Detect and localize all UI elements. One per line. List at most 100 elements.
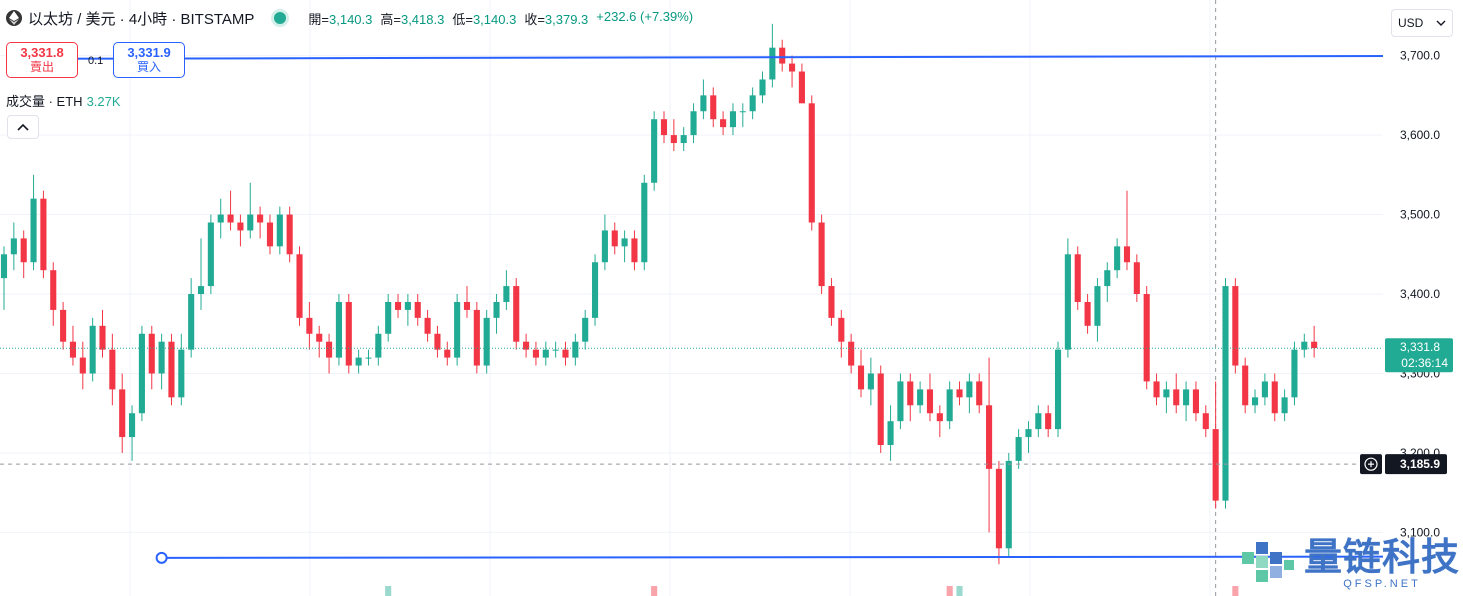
candle-body <box>720 119 727 128</box>
candle-body <box>1271 381 1278 414</box>
candle-body <box>729 111 737 128</box>
candle-body <box>1123 246 1131 263</box>
sell-price: 3,331.8 <box>20 45 64 60</box>
candle-body <box>1035 413 1042 430</box>
candle-body <box>493 301 500 318</box>
symbol-title[interactable]: 以太坊 / 美元 · 4小時 · BITSTAMP <box>28 10 255 28</box>
candle-body <box>710 95 717 120</box>
candle-body <box>483 317 490 366</box>
collapse-legend-button[interactable] <box>7 115 39 139</box>
candle-body <box>1064 254 1071 350</box>
crosshair-price-label: 3,185.9 <box>1400 457 1440 471</box>
candle-body <box>779 47 786 64</box>
watermark-site: QFSP.NET <box>1343 578 1421 590</box>
candle-body <box>966 381 973 398</box>
countdown-label: 02:36:14 <box>1401 356 1448 370</box>
candle-body <box>562 349 569 358</box>
price-axis[interactable]: 3,100.03,200.03,300.03,400.03,500.03,600… <box>1360 0 1463 596</box>
candle-body <box>818 222 825 287</box>
candle-body <box>385 301 392 334</box>
add-alert-button[interactable] <box>1360 454 1382 475</box>
candle-body <box>503 286 510 302</box>
candle-body <box>857 365 865 390</box>
close-label: 收= <box>524 11 545 27</box>
trendline <box>161 555 1463 559</box>
candle-body <box>897 381 904 422</box>
candle-body <box>444 349 451 358</box>
candle-body <box>769 47 776 80</box>
candle-body <box>572 341 579 358</box>
candle-body <box>1133 262 1140 295</box>
candle-body <box>375 333 382 358</box>
candle-body <box>316 333 323 342</box>
candle-body <box>424 317 431 334</box>
candle-body <box>1202 413 1209 430</box>
price-tick-label: 3,600.0 <box>1400 128 1440 142</box>
candle-body <box>1153 381 1160 398</box>
candle-body <box>1114 246 1121 271</box>
candle-body <box>749 95 756 112</box>
volume-label: 成交量 · ETH <box>6 94 83 109</box>
trendline-handle <box>155 551 168 564</box>
candle-body <box>641 182 648 263</box>
candle-body <box>335 301 342 358</box>
candle-body <box>838 317 845 342</box>
candle-body <box>532 349 539 358</box>
candle-body <box>119 389 126 438</box>
candle-body <box>197 286 205 295</box>
volume-series <box>385 586 1239 596</box>
candle-body <box>404 301 411 310</box>
candle-body <box>434 333 441 350</box>
candle-body <box>1015 437 1022 461</box>
candle-body <box>828 286 835 318</box>
candle-body <box>365 357 372 359</box>
candle-body <box>355 357 362 366</box>
trendline-drawings[interactable] <box>0 54 1463 564</box>
volume-bar <box>1232 586 1239 596</box>
chevron-down-icon <box>1436 20 1446 26</box>
candle-body <box>168 341 175 398</box>
candle-body <box>926 389 934 414</box>
candle-body <box>848 341 855 366</box>
candle-body <box>680 135 687 144</box>
watermark-logo-icon <box>1242 542 1294 582</box>
open-label: 開= <box>308 11 329 27</box>
candle-body <box>296 254 303 318</box>
candle-body <box>345 301 352 366</box>
candle-body <box>700 95 707 112</box>
candle-body <box>286 214 293 255</box>
candle-body <box>877 373 884 446</box>
currency-select[interactable]: USD <box>1391 9 1453 37</box>
candle-body <box>227 214 234 223</box>
candle-body <box>394 301 402 310</box>
candle-body <box>1173 389 1180 406</box>
candle-body <box>1232 286 1239 366</box>
candle-body <box>887 421 894 446</box>
candle-body <box>10 238 17 255</box>
buy-price: 3,331.9 <box>127 45 171 60</box>
candle-body <box>276 214 283 247</box>
candle-body <box>1192 389 1199 414</box>
candle-body <box>1301 341 1308 350</box>
volume-bar <box>946 586 953 596</box>
candle-body <box>1163 389 1170 398</box>
chart-grid <box>0 0 1383 596</box>
volume-bar <box>385 586 392 596</box>
candle-body <box>601 230 608 263</box>
candle-body <box>188 294 195 350</box>
candle-body <box>138 333 145 414</box>
candle-body <box>454 301 461 358</box>
candle-body <box>69 341 77 358</box>
candle-body <box>129 413 136 438</box>
candle-body <box>582 317 589 342</box>
candle-body <box>0 254 8 279</box>
candle-body <box>247 214 254 231</box>
sell-button[interactable]: 3,331.8 賣出 <box>6 42 78 78</box>
buy-label: 買入 <box>136 60 161 74</box>
buy-button[interactable]: 3,331.9 買入 <box>113 42 185 78</box>
candle-body <box>158 341 165 374</box>
trendline <box>13 54 1463 60</box>
candlestick-series <box>0 23 1318 565</box>
chart-header: 以太坊 / 美元 · 4小時 · BITSTAMP 開=3,140.3 高=3,… <box>6 8 693 28</box>
